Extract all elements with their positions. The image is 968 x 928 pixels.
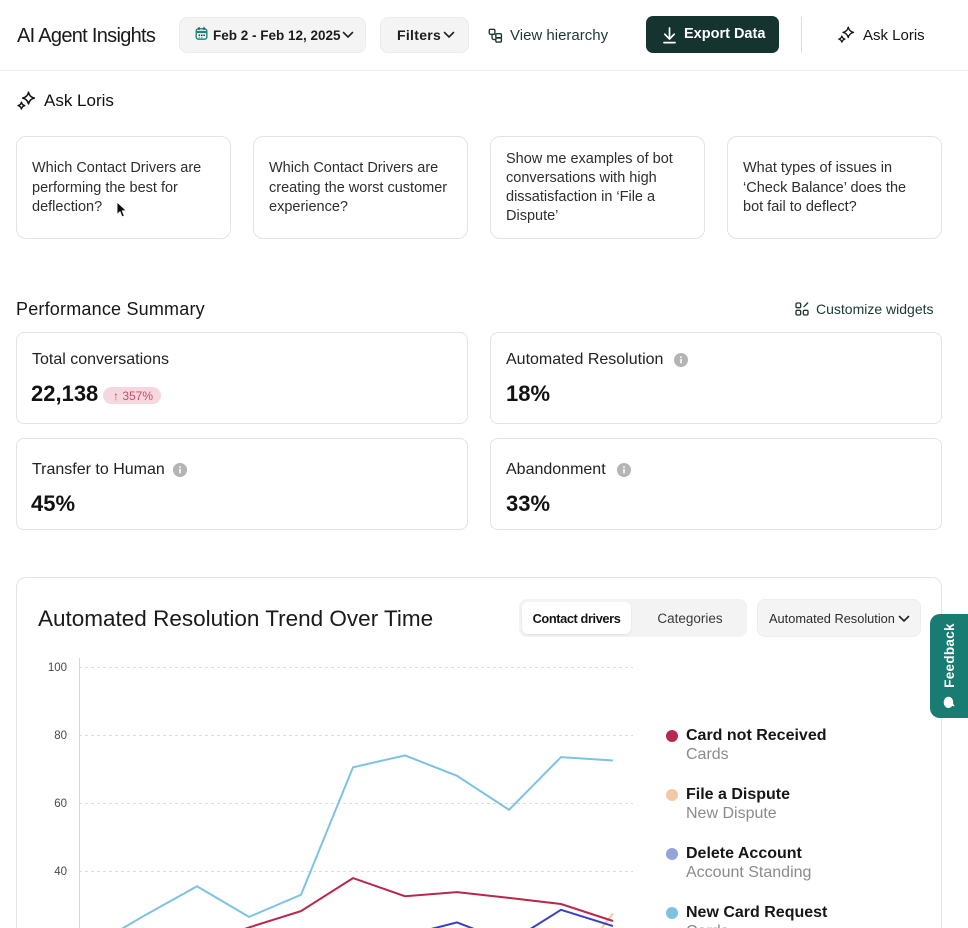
svg-text:80: 80 [54, 730, 67, 742]
svg-text:40: 40 [54, 866, 67, 878]
svg-text:60: 60 [54, 798, 67, 810]
svg-text:100: 100 [48, 662, 67, 674]
